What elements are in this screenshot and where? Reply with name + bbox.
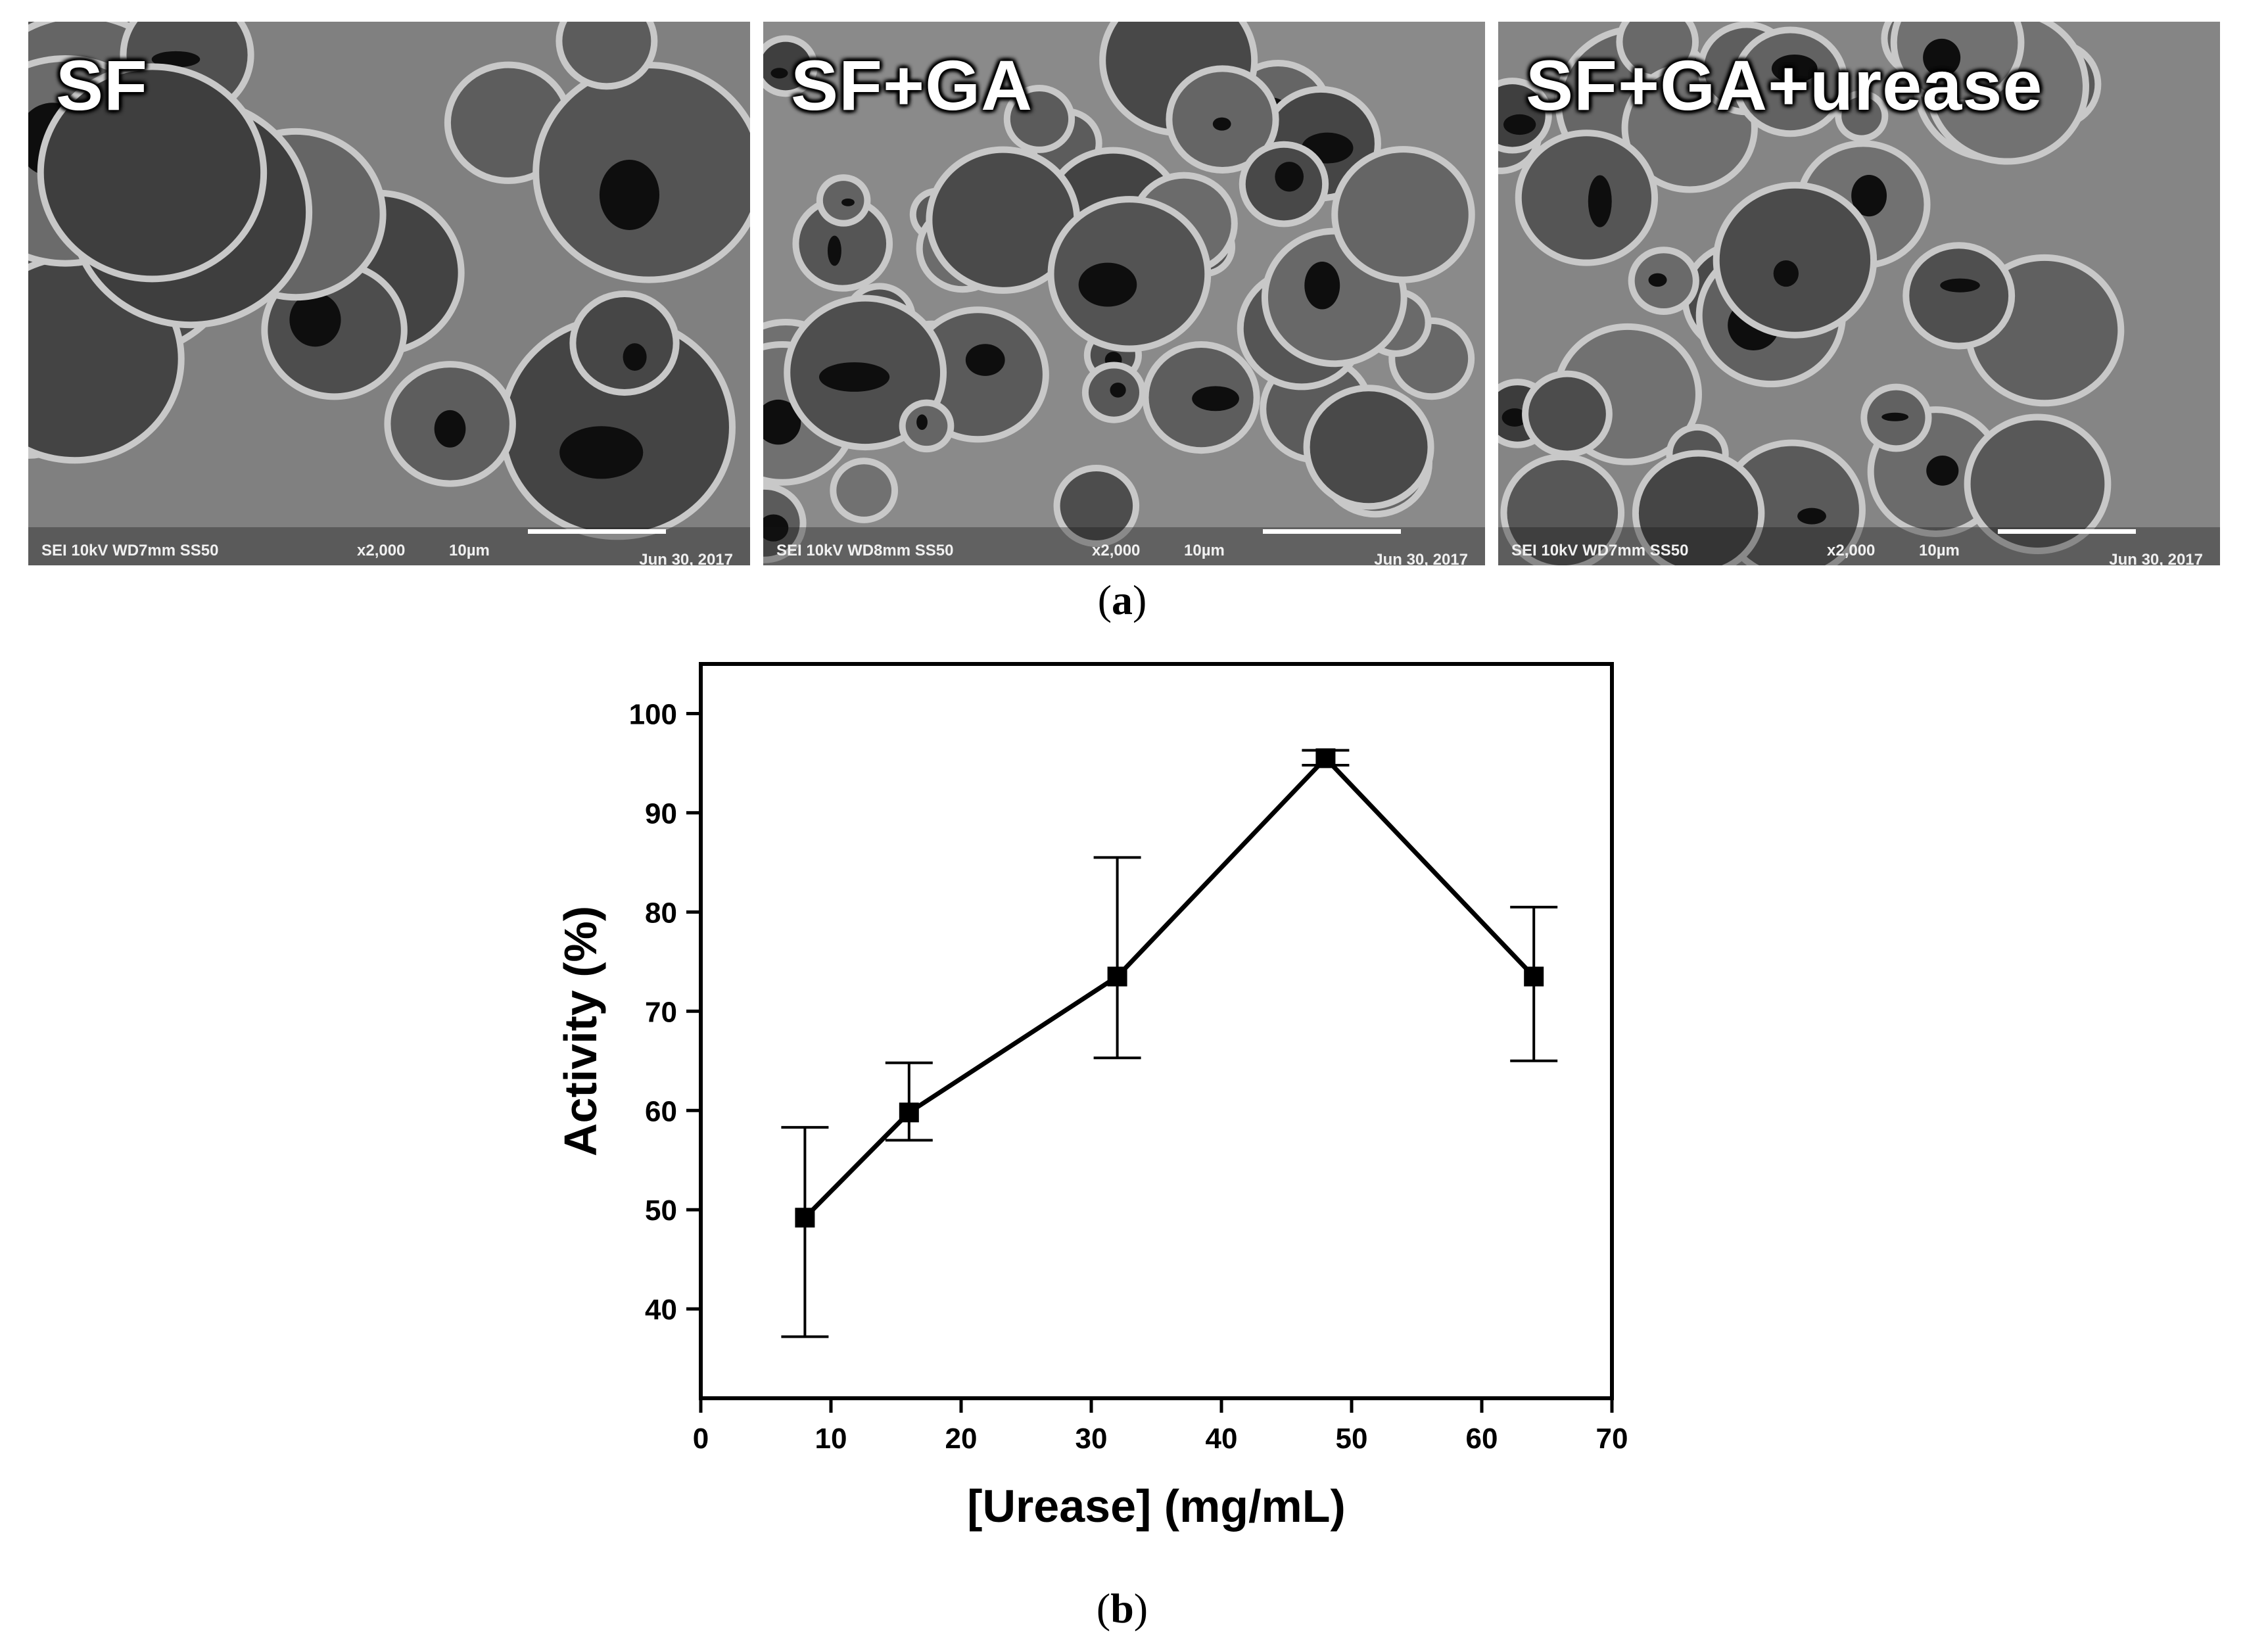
sem-texture: [1498, 22, 2220, 565]
y-tick-label: 70: [645, 996, 677, 1028]
x-tick-label: 70: [1596, 1423, 1628, 1455]
sem-texture: [763, 22, 1485, 565]
x-tick-label: 10: [815, 1423, 847, 1455]
sem-magnification: x2,000: [1092, 542, 1141, 559]
caption-letter: b: [1110, 1585, 1134, 1632]
x-tick-label: 30: [1075, 1423, 1108, 1455]
data-point: [1524, 966, 1544, 987]
data-point: [1107, 966, 1127, 987]
y-axis-label: Activity (%): [555, 906, 606, 1156]
data-point: [1315, 748, 1336, 768]
x-tick-label: 0: [693, 1423, 709, 1455]
data-point: [795, 1208, 815, 1228]
sem-label: SF: [56, 45, 149, 125]
sem-magnification: x2,000: [357, 542, 406, 559]
x-tick-label: 40: [1206, 1423, 1238, 1455]
sem-image-sf-ga-urease: SF+GA+urease SEI 10kV WD7mm SS50 x2,000 …: [1498, 22, 2220, 565]
sem-meta: SEI 10kV WD7mm SS50: [1511, 542, 1689, 559]
plot-frame: [699, 662, 1614, 1400]
x-tick-label: 20: [945, 1423, 978, 1455]
sem-image-sf: SF SEI 10kV WD7mm SS50 x2,000 10µm Jun 3…: [28, 22, 750, 565]
sem-date: Jun 30, 2017: [1374, 551, 1468, 565]
y-tick-label: 80: [645, 897, 677, 929]
series-line: [803, 755, 1536, 1219]
scale-bar: [528, 529, 666, 534]
sem-texture: [28, 22, 750, 565]
sem-scale-label: 10µm: [1919, 542, 1960, 559]
scale-bar: [1998, 529, 2136, 534]
sem-date: Jun 30, 2017: [2109, 551, 2203, 565]
sem-scale-label: 10µm: [449, 542, 490, 559]
y-tick-label: 90: [645, 797, 677, 830]
caption-a: (a): [1097, 577, 1147, 623]
sem-image-sf-ga: SF+GA SEI 10kV WD8mm SS50 x2,000 10µm Ju…: [763, 22, 1485, 565]
y-tick-label: 40: [645, 1294, 677, 1326]
scale-bar: [1263, 529, 1401, 534]
x-axis-label: [Urease] (mg/mL): [967, 1480, 1346, 1532]
sem-meta: SEI 10kV WD7mm SS50: [41, 542, 219, 559]
caption-b: (b): [1096, 1585, 1148, 1632]
sem-label: SF+GA: [791, 45, 1033, 125]
sem-meta: SEI 10kV WD8mm SS50: [776, 542, 954, 559]
data-point: [899, 1102, 919, 1123]
sem-date: Jun 30, 2017: [639, 551, 733, 565]
x-tick-label: 60: [1466, 1423, 1498, 1455]
y-tick-label: 50: [645, 1194, 677, 1227]
x-tick-label: 50: [1336, 1423, 1368, 1455]
sem-magnification: x2,000: [1827, 542, 1876, 559]
sem-scale-label: 10µm: [1184, 542, 1225, 559]
y-tick-label: 60: [645, 1095, 677, 1127]
sem-label: SF+GA+urease: [1526, 45, 2043, 125]
caption-letter: a: [1112, 577, 1133, 623]
y-tick-label: 100: [629, 698, 677, 730]
